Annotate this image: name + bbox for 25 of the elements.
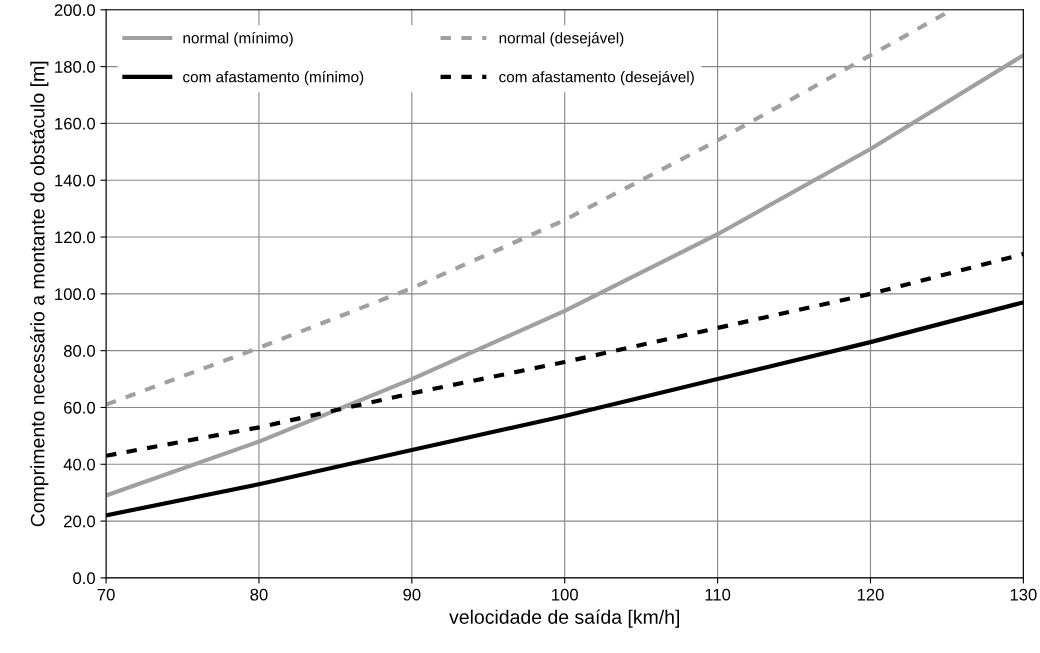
- y-tick-label: 120.0: [55, 231, 96, 244]
- y-tick-label: 60.0: [64, 401, 96, 414]
- y-axis-title: Comprimento necessário a montante do obstáculo [m]: [30, 61, 49, 527]
- x-tick-label: 130: [1010, 588, 1037, 601]
- x-axis-title: velocidade de saída [km/h]: [449, 609, 679, 628]
- line-series: [106, 53, 1024, 498]
- legend-label: com afastamento (mínimo): [183, 70, 364, 86]
- legend-label: normal (mínimo): [183, 32, 293, 47]
- x-tick-label: 70: [97, 588, 115, 601]
- y-tick-label: 40.0: [63, 458, 96, 471]
- y-tick-label: 200.0: [54, 4, 96, 16]
- x-tick-label: 80: [250, 588, 268, 601]
- y-tick-label: 160.0: [55, 117, 96, 130]
- y-tick-label: 20.0: [64, 515, 96, 528]
- x-tick-label: 110: [705, 588, 731, 601]
- legend-label: normal (desejável): [499, 32, 624, 47]
- y-tick-label: 80.0: [63, 345, 96, 357]
- y-tick-label: 140.0: [55, 174, 96, 187]
- x-tick-label: 100: [552, 588, 578, 601]
- y-tick-label: 100.0: [55, 288, 96, 301]
- legend-label: com afastamento (desejável): [499, 70, 694, 86]
- y-tick-label: 0.0: [73, 572, 96, 585]
- x-tick-label: 120: [857, 588, 884, 601]
- x-tick-label: 90: [403, 588, 421, 601]
- y-tick-label: 180.0: [55, 61, 96, 73]
